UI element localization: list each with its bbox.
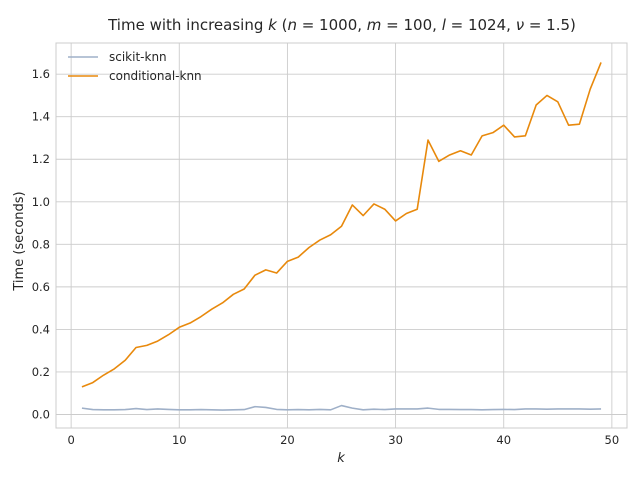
- series-line-scikit-knn: [81, 404, 602, 411]
- y-tick-label: 0.8: [32, 237, 50, 251]
- x-tick-label: 10: [172, 433, 187, 447]
- y-tick-label: 1.4: [32, 110, 50, 124]
- x-tick-label: 0: [67, 433, 74, 447]
- x-tick-label: 40: [496, 433, 511, 447]
- legend-label: scikit-knn: [109, 50, 167, 64]
- x-tick-label: 20: [280, 433, 295, 447]
- y-tick-label: 1.2: [32, 152, 50, 166]
- x-axis-label: k: [337, 451, 345, 466]
- y-tick-label: 1.6: [32, 67, 50, 81]
- y-tick-label: 1.0: [32, 195, 50, 209]
- series-lines: [81, 62, 602, 411]
- y-tick-label: 0.2: [32, 365, 50, 379]
- y-axis-ticks: 0.0 0.2 0.4 0.6 0.8 1.0 1.2 1.4 1.6: [32, 67, 50, 421]
- legend-label: conditional-knn: [109, 69, 202, 83]
- y-tick-label: 0.0: [32, 407, 50, 421]
- legend: scikit-knn conditional-knn: [68, 50, 202, 83]
- y-tick-label: 0.4: [32, 322, 50, 336]
- chart-title: Time with increasing k (n = 1000, m = 10…: [107, 16, 576, 34]
- y-axis-label: Time (seconds): [12, 191, 27, 291]
- series-line-conditional-knn: [81, 62, 602, 388]
- plot-frame: [55, 42, 628, 429]
- y-tick-label: 0.6: [32, 280, 50, 294]
- x-tick-label: 50: [605, 433, 620, 447]
- x-axis-ticks: 0 10 20 30 40 50: [67, 433, 619, 447]
- x-tick-label: 30: [388, 433, 403, 447]
